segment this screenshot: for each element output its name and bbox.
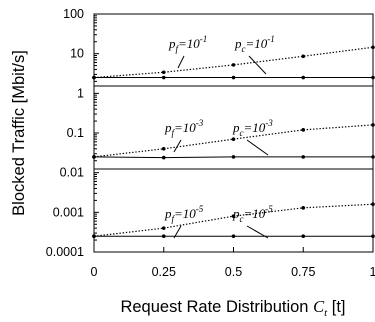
x-axis-title-text: Request Rate Distribution (120, 298, 308, 316)
annotation-label: pc=10-5 (232, 204, 273, 224)
series-1-point (231, 63, 236, 67)
annotation-leader (246, 225, 269, 239)
annotation-label: pc=10-1 (234, 34, 275, 54)
series-2-point (301, 75, 306, 80)
series-4-point (231, 155, 236, 159)
series-1-point (161, 70, 166, 75)
series-3-point (231, 137, 236, 141)
series-1-point (371, 45, 375, 50)
series-6-point (371, 234, 375, 239)
x-tick-label: 1 (370, 265, 375, 279)
x-tick-label: 0 (91, 265, 98, 279)
x-tick-label: 0.75 (291, 265, 315, 279)
y-axis-title: Blocked Traffic [Mbit/s] (10, 50, 28, 216)
series-5-point (231, 214, 236, 218)
annotation-label: pc=10-3 (232, 118, 273, 138)
x-axis-symbol-sub: t (324, 307, 328, 319)
series-3-point (371, 123, 375, 127)
series-6-point (92, 234, 96, 239)
series-3-point (301, 128, 306, 132)
y-tick-label: 10 (70, 47, 84, 61)
series-5-point (301, 206, 306, 210)
series-6-point (231, 234, 236, 239)
tick-labels: 100 10 1 0.1 0.01 0.001 0.0001 0 0.25 0.5 0.75 1 (46, 7, 375, 279)
series-layer (92, 45, 375, 239)
series-2-point (371, 75, 375, 80)
annotation-leader (246, 139, 269, 156)
x-tick-label: 0.5 (225, 265, 242, 279)
series-5-point (161, 226, 166, 230)
y-tick-label: 100 (63, 7, 84, 21)
series-2-point (161, 75, 166, 80)
annotation-label: pf=10-3 (164, 118, 204, 138)
y-tick-label: 0.001 (53, 205, 84, 219)
series-4-point (161, 155, 166, 160)
y-tick-label: 0.1 (67, 126, 84, 140)
x-axis-unit: [t] (332, 298, 346, 316)
series-3-line (93, 124, 374, 158)
series-6-point (301, 234, 306, 239)
annotation-label: pf=10-5 (164, 204, 204, 224)
series-4-point (92, 155, 96, 159)
axis-ticks (93, 13, 374, 253)
series-6-point (161, 234, 166, 239)
annotation-leader (248, 55, 267, 75)
series-1-line (93, 46, 374, 79)
series-4-point (371, 155, 375, 159)
x-axis-title: Request Rate Distribution Ct [t] (120, 297, 345, 319)
annotation-leader (177, 55, 185, 69)
annotation-leader (173, 139, 182, 153)
annotation-layer: pf=10-1 pc=10-1 pf=10-3 pc=10-3 pf=10-5 pc=10… (164, 34, 275, 239)
x-axis-symbol: C (313, 297, 325, 316)
series-5-point (371, 202, 375, 207)
y-tick-label: 0.01 (60, 166, 84, 180)
annotation-label: pf=10-1 (168, 34, 207, 54)
series-3-point (161, 146, 166, 151)
series-4-point (301, 155, 306, 159)
x-tick-label: 0.25 (152, 265, 176, 279)
series-1-point (301, 54, 306, 59)
annotation-leader (173, 225, 182, 239)
y-tick-label: 1 (77, 86, 84, 100)
y-tick-label: 0.0001 (46, 245, 84, 259)
series-2-point (231, 75, 236, 80)
series-2-point (92, 75, 96, 80)
